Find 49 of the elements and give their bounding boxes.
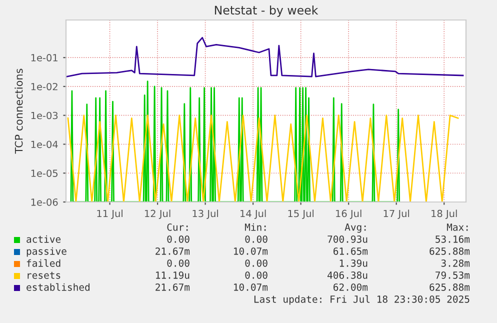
text: 1.39u	[340, 259, 368, 267]
text: 625.88m	[430, 283, 470, 291]
line-series	[67, 114, 459, 202]
line-series	[70, 80, 400, 202]
line-series	[66, 36, 464, 78]
text: 53.16m	[436, 235, 470, 243]
y-tick-label: 1e-06	[31, 198, 58, 206]
text: 61.65m	[334, 247, 368, 255]
text: 11.19u	[156, 271, 190, 279]
x-tick-label: 11 Jul	[97, 210, 122, 219]
text: 10.07m	[234, 247, 268, 255]
text: Max:	[446, 224, 468, 231]
x-tick-label: 13 Jul	[192, 210, 218, 219]
text: 406.38u	[328, 271, 368, 279]
x-tick-label: 18 Jul	[432, 210, 457, 219]
text: 79.53m	[436, 271, 470, 279]
x-tick-label: 12 Jul	[145, 210, 170, 219]
text: 625.88m	[430, 247, 470, 255]
legend-label: established	[26, 283, 90, 291]
text: 700.93u	[328, 235, 368, 243]
text: 62.00m	[334, 283, 368, 291]
text: 0.00	[167, 259, 190, 267]
y-tick-label: 1e-05	[31, 170, 58, 177]
y-tick-label: 1e-03	[31, 112, 58, 120]
chart-title: Netstat - by week	[214, 5, 318, 17]
text: Avg:	[344, 224, 366, 233]
x-tick-label: 16 Jul	[336, 210, 362, 219]
text: 21.67m	[156, 283, 190, 291]
text: 3.28m	[441, 259, 470, 267]
text: 0.00	[245, 259, 268, 267]
legend-label: resets	[28, 272, 60, 279]
y-tick-label: 1e-02	[31, 82, 58, 90]
y-tick-label: 1e-01	[31, 54, 58, 62]
text: Min:	[244, 223, 266, 231]
x-tick-label: 15 Jul	[288, 210, 314, 219]
text: 0.00	[245, 271, 268, 279]
text: 10.07m	[234, 283, 268, 291]
text: 0.00	[245, 235, 268, 243]
legend-label: active	[26, 235, 61, 243]
x-tick-label: 14 Jul	[240, 210, 266, 219]
text: 21.67m	[156, 247, 190, 255]
legend-label: failed	[26, 259, 60, 267]
text: 0.00	[167, 235, 190, 243]
text: Last update: Fri Jul 18 23:30:05 2025	[254, 295, 470, 305]
x-tick-label: 17 Jul	[384, 210, 410, 219]
text: Cur:	[167, 223, 188, 231]
legend-label: passive	[26, 247, 66, 257]
y-tick-label: 1e-04	[31, 140, 58, 148]
y-axis-title: TCP connections	[14, 68, 23, 154]
